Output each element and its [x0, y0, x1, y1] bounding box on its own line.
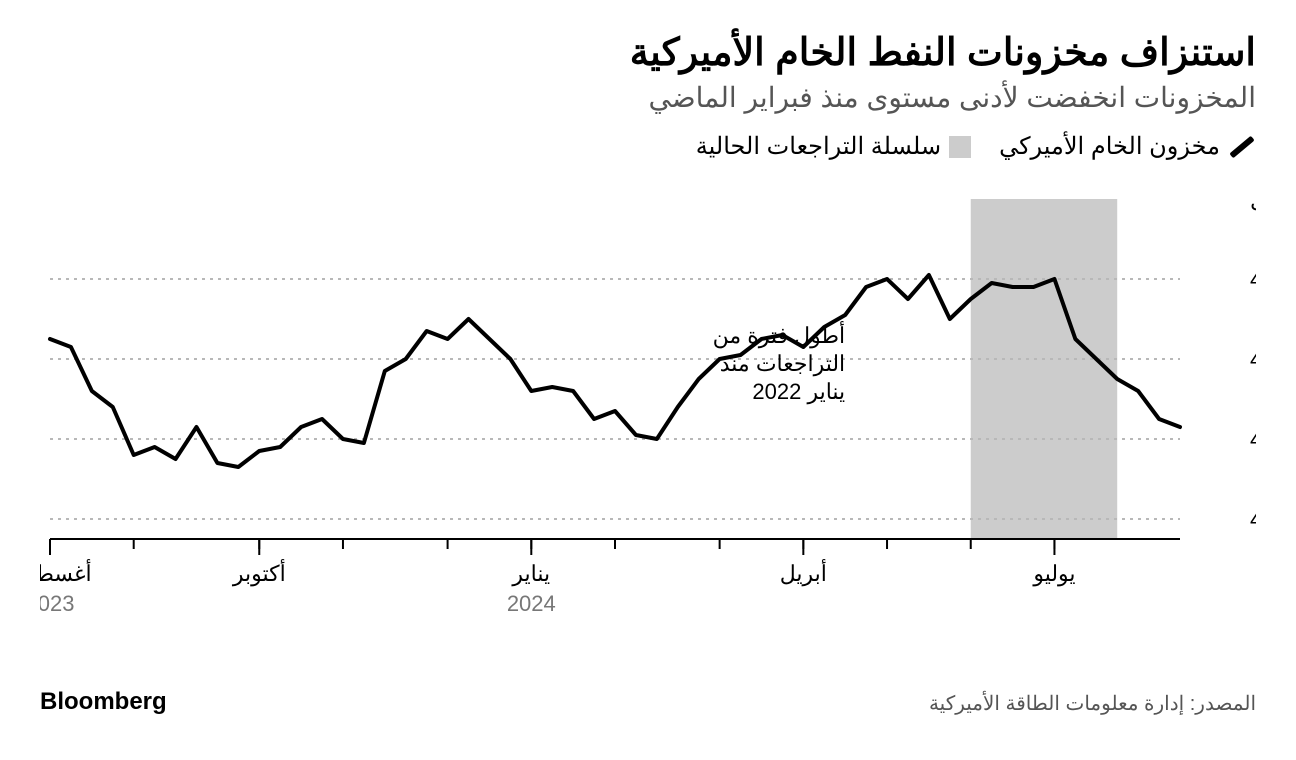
svg-text:يناير 2022: يناير 2022: [752, 379, 845, 405]
legend-line-icon: [1229, 135, 1254, 158]
svg-text:2024: 2024: [507, 591, 556, 616]
svg-text:أطول فترة من: أطول فترة من: [713, 320, 846, 349]
svg-text:2023: 2023: [40, 591, 74, 616]
svg-text:480 مليون برميل: 480 مليون برميل: [1250, 187, 1256, 213]
legend-line-label: مخزون الخام الأميركي: [999, 132, 1220, 161]
source-text: المصدر: إدارة معلومات الطاقة الأميركية: [929, 691, 1256, 716]
legend-band-label: سلسلة التراجعات الحالية: [696, 132, 941, 161]
svg-text:التراجعات منذ: التراجعات منذ: [720, 351, 845, 377]
svg-text:أغسطس: أغسطس: [40, 558, 92, 587]
legend-item-band: سلسلة التراجعات الحالية: [696, 132, 971, 161]
svg-text:440: 440: [1250, 347, 1256, 372]
svg-text:400: 400: [1250, 507, 1256, 532]
svg-text:460: 460: [1250, 267, 1256, 292]
brand-label: Bloomberg: [40, 688, 167, 716]
legend-item-line: مخزون الخام الأميركي: [999, 132, 1256, 161]
legend-band-icon: [949, 136, 971, 158]
legend: مخزون الخام الأميركي سلسلة التراجعات الح…: [40, 132, 1256, 161]
chart-area: 400 420 440 460 480 مليون برميل أغسطس 2023 أكتو…: [40, 169, 1256, 664]
chart-title: استنزاف مخزونات النفط الخام الأميركية: [40, 30, 1256, 75]
line-chart: 400 420 440 460 480 مليون برميل أغسطس 2023 أكتو…: [40, 169, 1256, 659]
svg-text:أبريل: أبريل: [780, 558, 827, 587]
svg-text:يناير: يناير: [511, 561, 550, 587]
svg-text:يوليو: يوليو: [1032, 561, 1075, 587]
svg-text:420: 420: [1250, 427, 1256, 452]
chart-subtitle: المخزونات انخفضت لأدنى مستوى منذ فبراير …: [40, 81, 1256, 114]
svg-text:أكتوبر: أكتوبر: [232, 558, 286, 587]
